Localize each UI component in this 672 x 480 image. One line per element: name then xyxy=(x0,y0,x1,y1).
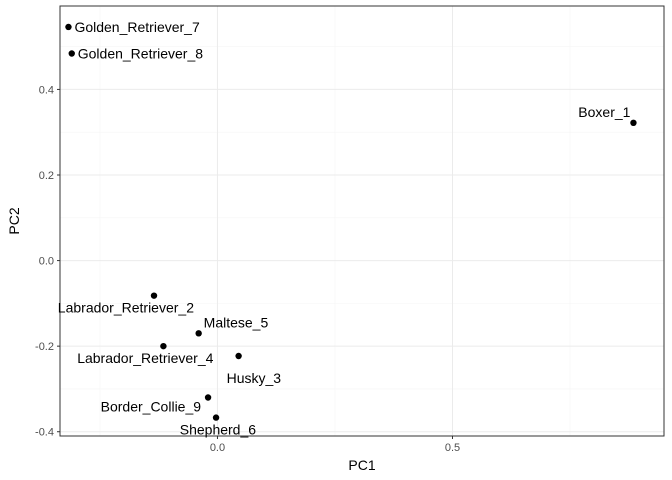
axis-ticks: 0.0 0.5 -0.4 -0.2 0.0 0.2 0.4 xyxy=(35,84,460,454)
data-point-Labrador_Retriever_4 xyxy=(160,342,167,350)
y-tick-label: 0.0 xyxy=(39,256,54,268)
point-labels: Boxer_1 Labrador_Retriever_2 Husky_3 Labrad… xyxy=(58,19,631,438)
data-points xyxy=(65,23,637,421)
y-tick-label: -0.4 xyxy=(35,427,54,439)
panel-border xyxy=(59,5,665,437)
point-label-Golden_Retriever_8: Golden_Retriever_8 xyxy=(78,45,204,61)
x-tick-label: 0.5 xyxy=(445,442,460,454)
point-label-Labrador_Retriever_2: Labrador_Retriever_2 xyxy=(58,300,194,316)
x-axis-title: PC1 xyxy=(348,457,375,473)
grid-lines xyxy=(60,6,664,436)
point-label-Husky_3: Husky_3 xyxy=(227,370,282,386)
point-label-Maltese_5: Maltese_5 xyxy=(204,314,269,330)
point-label-Golden_Retriever_7: Golden_Retriever_7 xyxy=(74,19,200,35)
y-tick-label: 0.4 xyxy=(39,84,54,96)
data-point-Boxer_1 xyxy=(630,119,637,127)
point-label-Shepherd_6: Shepherd_6 xyxy=(180,422,257,438)
y-tick-label: 0.2 xyxy=(39,170,54,182)
data-point-Labrador_Retriever_2 xyxy=(150,292,158,299)
point-label-Boxer_1: Boxer_1 xyxy=(578,104,630,120)
data-point-Shepherd_6 xyxy=(212,414,220,421)
data-point-Golden_Retriever_7 xyxy=(65,23,72,31)
y-tick-label: -0.2 xyxy=(35,341,54,353)
data-point-Border_Collie_9 xyxy=(204,394,212,401)
data-point-Golden_Retriever_8 xyxy=(68,50,75,57)
data-point-Husky_3 xyxy=(235,352,242,360)
x-tick-label: 0.0 xyxy=(210,442,225,454)
y-axis-title: PC2 xyxy=(6,207,22,234)
data-point-Maltese_5 xyxy=(195,330,202,337)
point-label-Border_Collie_9: Border_Collie_9 xyxy=(101,398,202,414)
point-label-Labrador_Retriever_4: Labrador_Retriever_4 xyxy=(77,350,213,366)
